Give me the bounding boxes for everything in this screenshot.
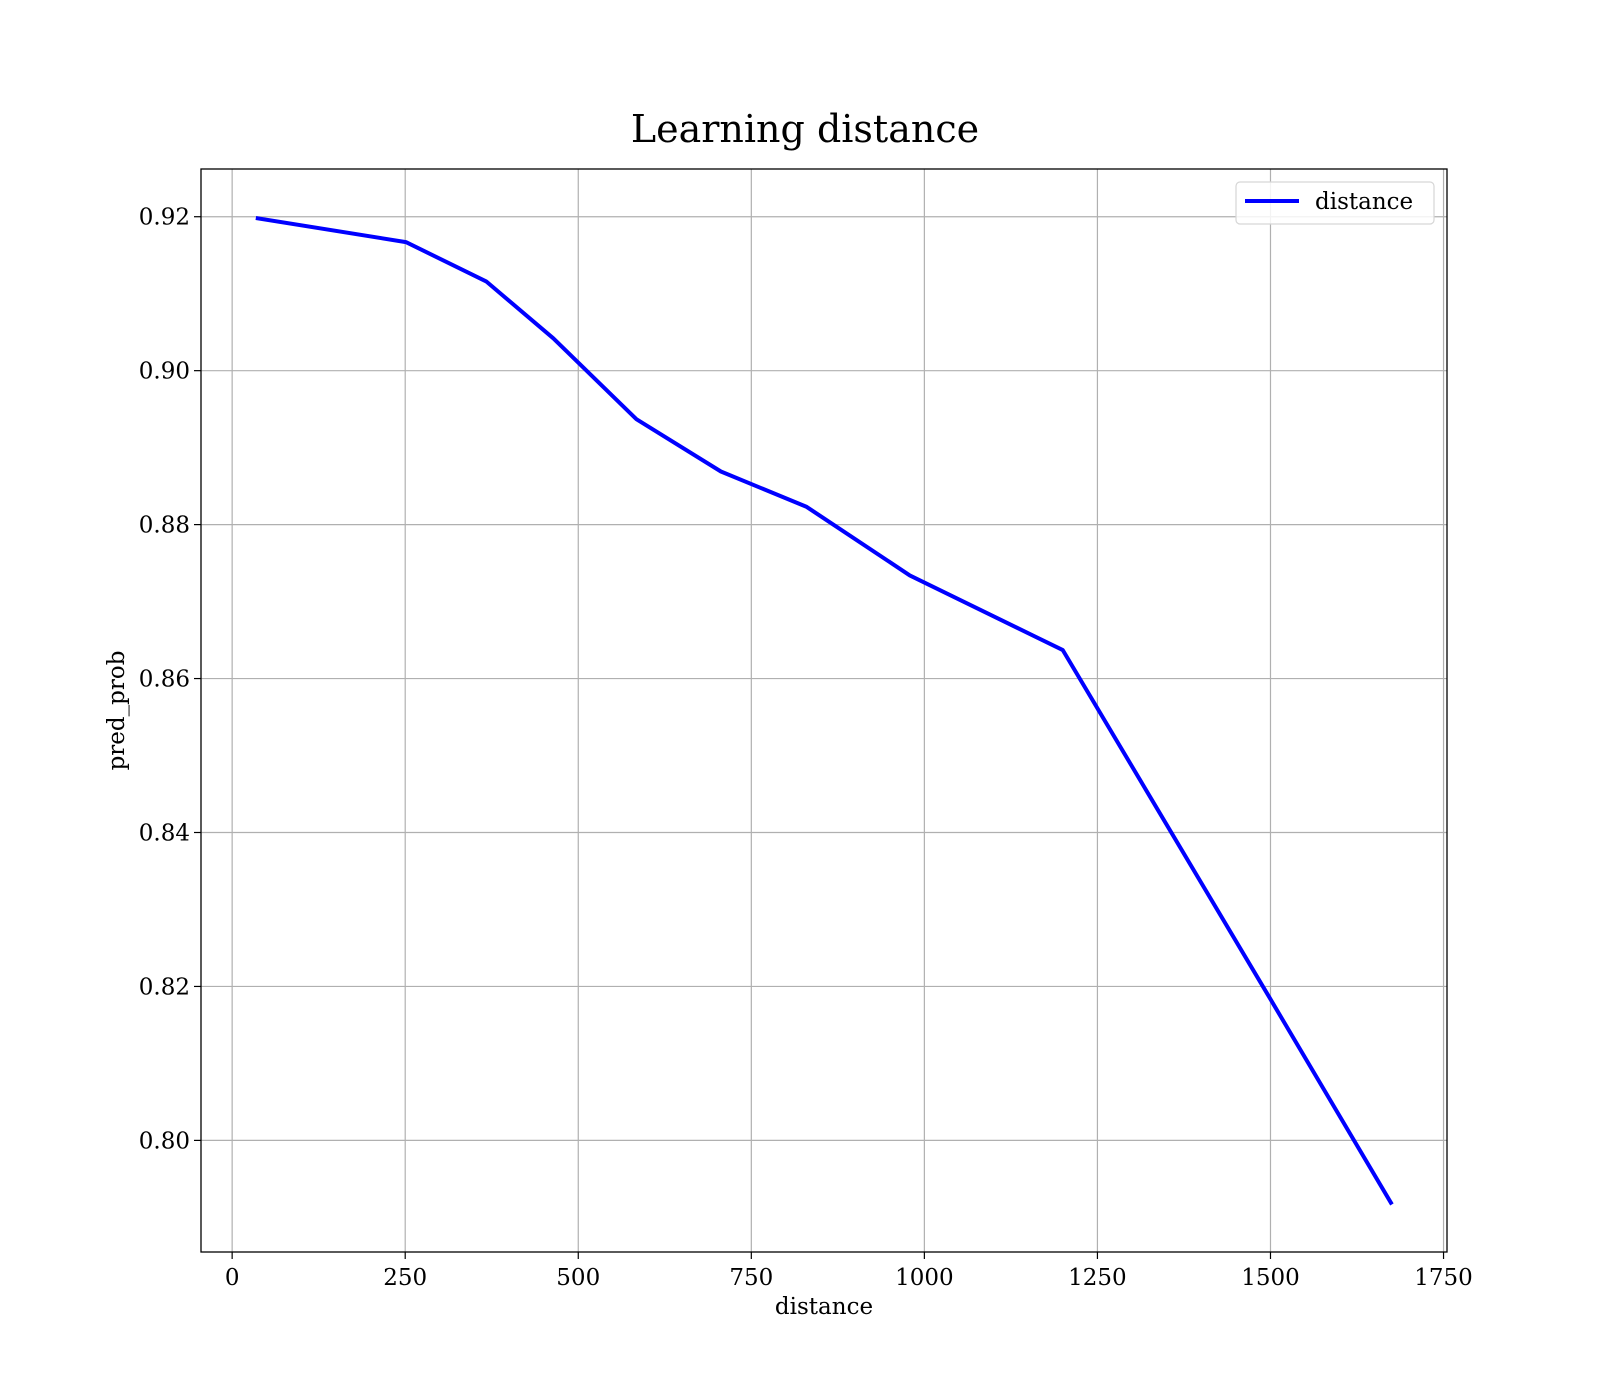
- plot-frame: [200, 168, 1448, 1253]
- series-line-distance: [255, 216, 1394, 1206]
- y-tick-label: 0.90: [139, 359, 190, 385]
- y-tick-label: 0.92: [139, 205, 190, 231]
- x-tick-label: 1750: [1414, 1265, 1473, 1291]
- y-axis-label: pred_prob: [104, 651, 130, 771]
- y-tick-label: 0.80: [139, 1128, 190, 1154]
- legend: distance: [1235, 181, 1435, 225]
- y-tick-label: 0.86: [139, 667, 190, 693]
- x-tick-label: 1250: [1068, 1265, 1127, 1291]
- x-tick-label: 250: [383, 1265, 427, 1291]
- series-layer: [255, 216, 1394, 1206]
- chart-title: Learning distance: [631, 107, 979, 151]
- x-tick-label: 1000: [895, 1265, 954, 1291]
- x-tick-label: 0: [225, 1265, 240, 1291]
- legend-box: [1235, 181, 1435, 225]
- x-axis-label: distance: [775, 1294, 873, 1320]
- y-tick-label: 0.82: [139, 974, 190, 1000]
- x-tick-label: 500: [556, 1265, 600, 1291]
- legend-label-distance: distance: [1315, 189, 1413, 215]
- x-tick-label: 1500: [1241, 1265, 1300, 1291]
- y-tick-label: 0.88: [139, 513, 190, 539]
- axis-ticks: 0 250 500 750 1000 1250 1500 1750 0.80 0.82 0.84 0.…: [139, 205, 1473, 1291]
- x-tick-label: 750: [729, 1265, 773, 1291]
- grid: [201, 169, 1447, 1252]
- y-tick-label: 0.84: [139, 821, 190, 847]
